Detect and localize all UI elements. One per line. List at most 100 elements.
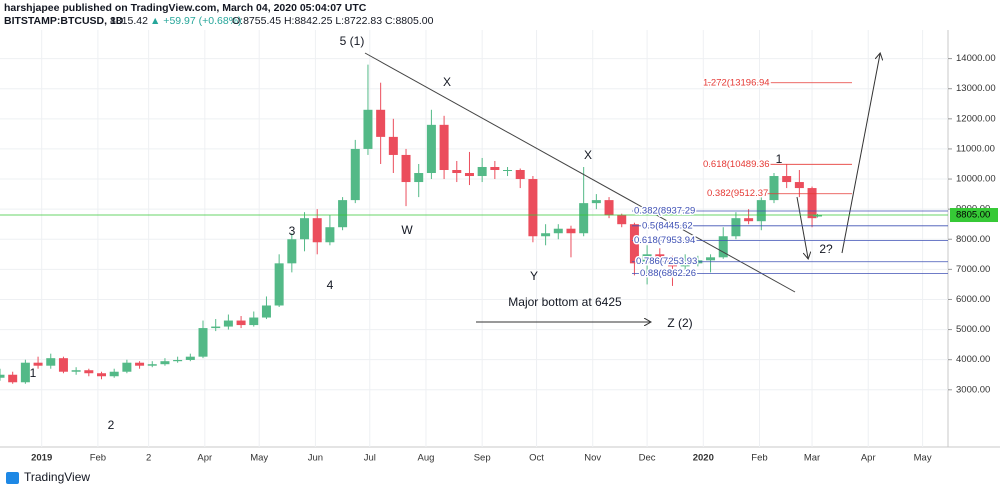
candle-body: [642, 254, 652, 264]
candle-body: [376, 109, 386, 137]
annotation: 1: [776, 152, 783, 166]
y-tick-label: 11000.00: [956, 143, 995, 154]
annotation: Z (2): [667, 316, 692, 330]
price: 8815.42: [110, 15, 148, 27]
candle-body: [414, 173, 424, 183]
arrow: [796, 196, 808, 258]
y-tick-label: 7000.00: [956, 264, 990, 275]
candle-body: [439, 124, 449, 171]
x-tick-label: Aug: [418, 453, 435, 464]
candle-body: [464, 173, 474, 177]
candle-body: [655, 254, 665, 258]
candle-body: [185, 356, 195, 360]
annotation: 1: [30, 366, 37, 380]
x-tick-label: May: [914, 453, 932, 464]
candle-body: [794, 182, 804, 189]
annotation: W: [401, 223, 413, 237]
publisher: harshjapee published on TradingView.com,…: [4, 2, 367, 14]
fib-label: 0.786(7253.93: [636, 256, 697, 267]
candle-body: [160, 361, 170, 365]
x-tick-label: Apr: [861, 453, 876, 464]
y-tick-label: 10000.00: [956, 174, 996, 185]
candle-body: [680, 263, 690, 267]
candle-body: [541, 233, 551, 237]
x-tick-label: Feb: [751, 453, 767, 464]
candle-body: [388, 136, 398, 155]
candle-body: [515, 170, 525, 180]
fib-label: 0.382(9512.37: [707, 188, 768, 199]
brand: TradingView: [24, 470, 90, 484]
fib-label: 0.618(10489.36: [703, 159, 770, 170]
candle-body: [33, 362, 43, 366]
candle-body: [8, 374, 18, 383]
candle-body: [236, 320, 246, 326]
y-tick-label: 14000.00: [956, 53, 996, 64]
annotation: Major bottom at 6425: [508, 295, 622, 309]
candle-body: [287, 239, 297, 264]
ohlc: O:8755.45 H:8842.25 L:8722.83 C:8805.00: [232, 15, 434, 27]
candle-body: [300, 218, 310, 240]
fib-label: 0.5(8445.62: [642, 220, 693, 231]
last-price-label: 8805.00: [956, 210, 990, 221]
x-tick-label: Oct: [529, 453, 544, 464]
candle-body: [135, 362, 145, 366]
candle-body: [363, 109, 373, 149]
arrow: [841, 54, 880, 254]
candle-body: [249, 317, 259, 326]
candle-body: [706, 257, 716, 261]
candle-body: [807, 188, 817, 219]
fib-label: 0.618(7953.94: [634, 235, 695, 246]
candle-body: [147, 364, 157, 366]
candle-body: [274, 263, 284, 306]
y-tick-label: 3000.00: [956, 384, 990, 395]
candle-body: [325, 227, 335, 243]
x-tick-label: Sep: [474, 453, 491, 464]
candle-body: [173, 359, 183, 362]
candle-body: [731, 218, 741, 237]
candle-body: [58, 358, 68, 372]
x-tick-label: Jun: [308, 453, 323, 464]
candle-body: [198, 328, 208, 357]
fib-label: 0.382(8937.29: [634, 206, 695, 217]
trend-line: [364, 52, 796, 293]
annotation: 2: [108, 418, 115, 432]
x-tick-label: 2019: [31, 453, 52, 464]
candle-body: [71, 370, 81, 372]
candle-body: [97, 373, 107, 377]
fib-label: 1.272(13196.94: [703, 77, 770, 88]
y-tick-label: 4000.00: [956, 354, 990, 365]
x-tick-label: 2: [146, 453, 151, 464]
candle-body: [604, 200, 614, 216]
candle-body: [629, 224, 639, 264]
candle-body: [490, 166, 500, 171]
y-tick-label: 6000.00: [956, 294, 990, 305]
y-tick-label: 12000.00: [956, 113, 996, 124]
x-tick-label: Dec: [639, 453, 656, 464]
candle-body: [46, 358, 56, 366]
candle-body: [211, 326, 221, 329]
x-tick-label: May: [250, 453, 268, 464]
symbol: BITSTAMP:BTCUSD, 1D: [4, 15, 124, 27]
candle-body: [261, 305, 271, 318]
x-tick-label: Feb: [90, 453, 106, 464]
candle-body: [20, 362, 30, 383]
candle-body: [718, 236, 728, 258]
y-tick-label: 13000.00: [956, 83, 996, 94]
x-tick-label: Mar: [804, 453, 820, 464]
change: ▲ +59.97 (+0.68%): [150, 15, 242, 27]
candle-body: [782, 176, 792, 183]
y-tick-label: 5000.00: [956, 324, 990, 335]
candle-body: [591, 200, 601, 204]
x-tick-label: 2020: [693, 453, 714, 464]
fib-label: 0.88(6862.26: [640, 268, 696, 279]
candle-body: [122, 362, 132, 372]
candle-body: [0, 374, 5, 378]
candle-body: [812, 215, 822, 217]
candle-body: [223, 320, 233, 327]
brand-logo: [6, 472, 19, 484]
candle-body: [477, 166, 487, 177]
annotation: 2?: [819, 242, 833, 256]
annotation: X: [443, 75, 451, 89]
y-tick-label: 8000.00: [956, 234, 990, 245]
candle-body: [744, 218, 754, 222]
